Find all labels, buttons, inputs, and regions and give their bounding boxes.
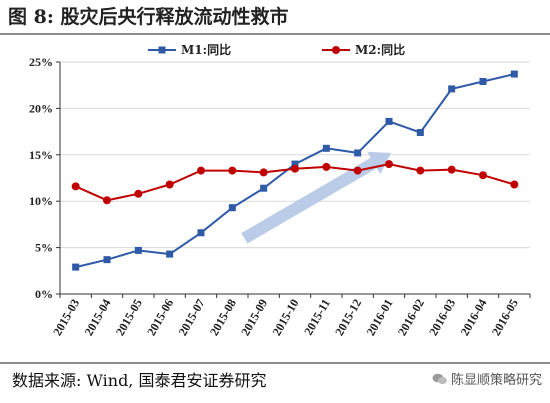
data-point-m2 — [353, 166, 362, 175]
x-tick-label: 2015-08 — [207, 297, 239, 339]
x-tick-label: 2016-03 — [426, 297, 458, 339]
data-point-m1 — [260, 184, 268, 192]
data-point-m1 — [385, 117, 393, 125]
data-point-m2 — [322, 162, 331, 171]
wechat-icon — [432, 373, 447, 385]
data-point-m2 — [447, 165, 456, 174]
y-tick-label: 20% — [29, 101, 53, 115]
x-tick-label: 2015-10 — [269, 297, 301, 339]
watermark: 陈显顺策略研究 — [432, 369, 542, 388]
x-tick-label: 2016-02 — [395, 297, 427, 339]
grid-lines — [60, 61, 530, 249]
data-point-m1 — [197, 229, 205, 237]
data-point-m1 — [72, 263, 80, 271]
legend-marker — [158, 46, 166, 54]
data-point-m2 — [71, 182, 80, 191]
trend-arrow-annotation — [241, 151, 391, 244]
line-chart: 0%5%10%15%20%25%2015-03 2015-04 2015-05 201… — [29, 42, 531, 339]
x-tick-label: 2015-07 — [175, 297, 207, 339]
watermark-text: 陈显顺策略研究 — [450, 373, 542, 388]
data-point-m2 — [385, 160, 393, 169]
data-point-m2 — [197, 166, 205, 175]
y-tick-label: 15% — [29, 148, 53, 162]
legend: M1:同比 M2:同比 — [148, 42, 405, 57]
data-point-m1 — [416, 129, 424, 137]
legend-marker — [332, 46, 340, 54]
figure-title: 图 8: 股灾后央行释放流动性救市 — [8, 6, 289, 28]
y-tick-label: 10% — [29, 194, 53, 208]
data-point-m1 — [228, 204, 236, 212]
source-note: 数据来源: Wind, 国泰君安证券研究 — [12, 371, 267, 390]
x-tick-label: 2015-04 — [81, 297, 113, 339]
data-point-m2 — [228, 166, 237, 175]
data-point-m2 — [103, 196, 111, 205]
y-tick-label: 0% — [35, 287, 53, 301]
trend-arrow — [241, 151, 391, 244]
data-point-m1 — [134, 246, 142, 254]
data-point-m1 — [103, 256, 111, 264]
data-point-m1 — [322, 144, 330, 152]
y-tick-label: 5% — [35, 241, 53, 255]
data-point-m2 — [291, 164, 299, 173]
axes: 0%5%10%15%20%25%2015-03 2015-04 2015-05 201… — [29, 55, 531, 339]
x-tick-label: 2015-05 — [113, 297, 145, 339]
data-point-m2 — [416, 166, 425, 175]
data-point-m2 — [134, 189, 143, 198]
x-tick-label: 2015-11 — [301, 297, 333, 338]
x-tick-label: 2016-05 — [489, 297, 521, 339]
x-tick-label: 2015-12 — [332, 297, 364, 339]
data-point-m1 — [166, 250, 174, 258]
data-point-m1 — [354, 149, 362, 157]
data-point-m2 — [510, 180, 519, 189]
data-point-m1 — [448, 85, 456, 93]
source-divider — [0, 362, 550, 364]
data-point-m2 — [259, 168, 268, 177]
title-divider — [0, 33, 550, 35]
legend-label: M2:同比 — [355, 42, 405, 57]
x-tick-label: 2015-09 — [238, 297, 270, 339]
x-tick-label: 2016-04 — [457, 297, 489, 339]
x-tick-label: 2015-03 — [50, 297, 82, 339]
series-layer — [71, 70, 519, 271]
data-point-m1 — [510, 70, 518, 78]
data-point-m2 — [479, 171, 487, 180]
data-point-m2 — [165, 180, 174, 189]
x-tick-label: 2015-06 — [144, 297, 176, 339]
data-point-m1 — [479, 77, 487, 85]
y-tick-label: 25% — [29, 55, 53, 69]
x-tick-label: 2016-01 — [363, 297, 395, 339]
legend-label: M1:同比 — [181, 42, 231, 57]
data-point-m1 — [291, 160, 299, 168]
